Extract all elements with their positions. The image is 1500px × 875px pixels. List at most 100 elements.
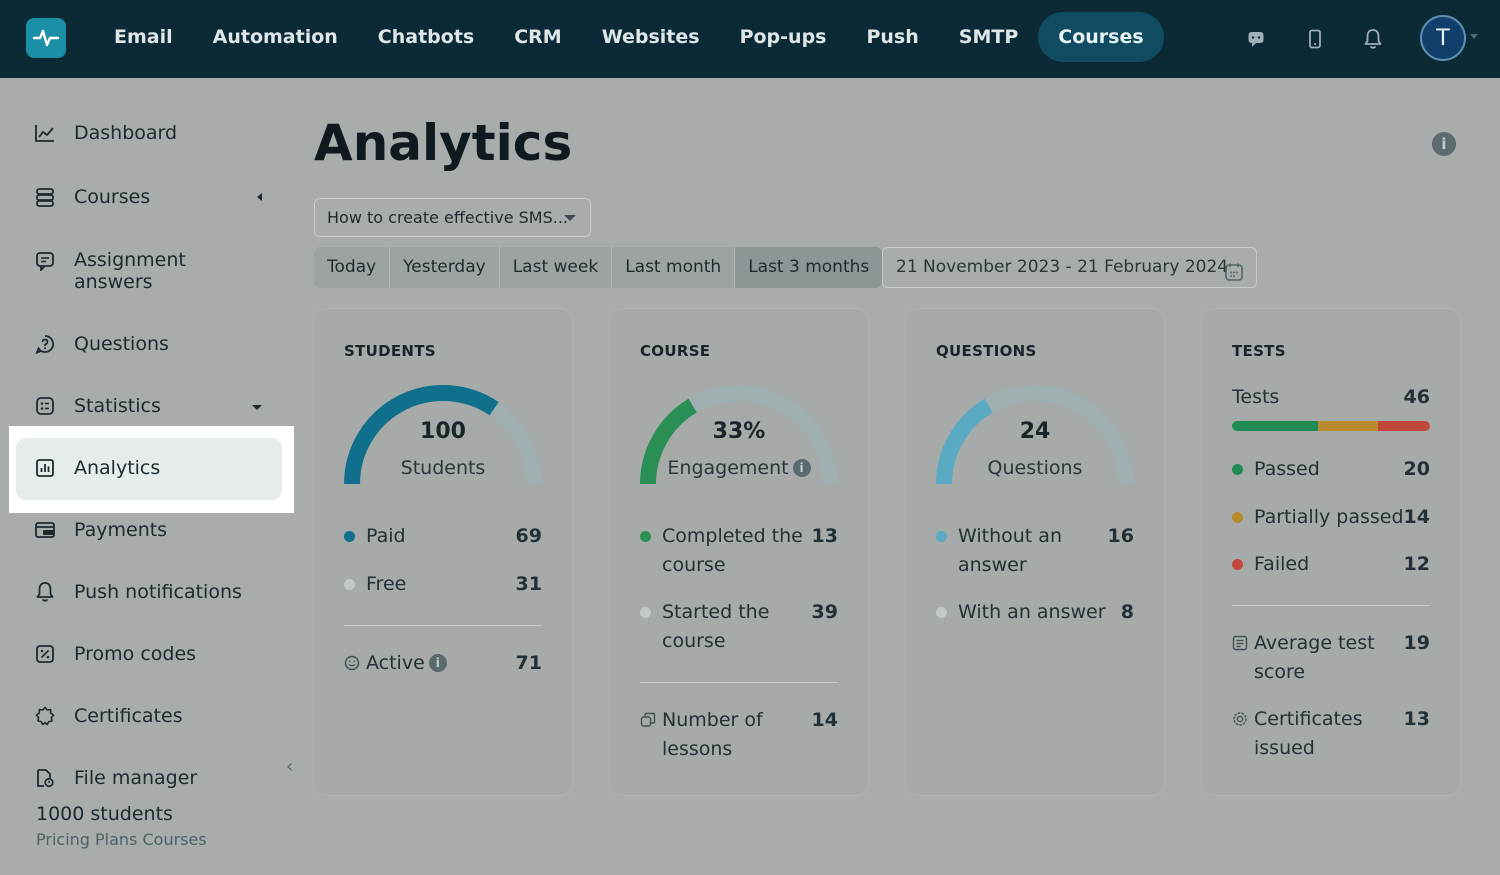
engagement-gauge bbox=[640, 385, 838, 485]
bell-icon[interactable] bbox=[1358, 24, 1388, 54]
pricing-plan-link[interactable]: Pricing Plans Courses bbox=[36, 830, 207, 849]
passed-segment bbox=[1232, 421, 1319, 431]
legend-dot bbox=[344, 531, 355, 542]
gauge-label: Questions bbox=[987, 457, 1083, 479]
sidebar-item-payments[interactable]: Payments bbox=[34, 519, 167, 541]
dropdown-arrow-icon bbox=[564, 215, 576, 221]
legend-dot bbox=[344, 579, 355, 590]
info-icon[interactable]: i bbox=[792, 459, 811, 477]
certificate-icon bbox=[1233, 712, 1247, 726]
legend-dot bbox=[1232, 512, 1243, 523]
card-title: STUDENTS bbox=[344, 342, 436, 360]
divider bbox=[1232, 605, 1430, 606]
period-selector: Today Yesterday Last week Last month Las… bbox=[314, 247, 883, 288]
wallet-icon bbox=[34, 519, 56, 541]
chat-icon[interactable] bbox=[1241, 24, 1271, 54]
nav-smtp[interactable]: SMTP bbox=[958, 26, 1019, 48]
failed-segment bbox=[1378, 421, 1430, 431]
divider bbox=[640, 682, 838, 683]
nav-chatbots[interactable]: Chatbots bbox=[377, 26, 475, 48]
sidebar-item-certificates[interactable]: Certificates bbox=[34, 705, 183, 727]
nav-crm[interactable]: CRM bbox=[514, 26, 562, 48]
gauge-value: 33% bbox=[712, 419, 766, 444]
assignment-icon bbox=[34, 250, 56, 272]
period-last-3-months[interactable]: Last 3 months bbox=[735, 247, 883, 288]
sidebar-item-dashboard[interactable]: Dashboard bbox=[34, 122, 177, 144]
period-yesterday[interactable]: Yesterday bbox=[390, 247, 500, 288]
sidebar-item-statistics[interactable]: Statistics bbox=[34, 395, 161, 417]
gauge-fill-arc bbox=[344, 385, 499, 485]
nav-email[interactable]: Email bbox=[114, 26, 173, 48]
lessons-icon bbox=[640, 712, 656, 727]
card-title: QUESTIONS bbox=[936, 342, 1037, 360]
gauge-fill-arc bbox=[640, 398, 697, 485]
certificate-icon bbox=[34, 705, 56, 727]
tests-progress-bar bbox=[1232, 421, 1430, 431]
phone-icon[interactable] bbox=[1300, 24, 1330, 54]
legend-dot bbox=[936, 607, 947, 618]
nav-courses[interactable]: Courses bbox=[1038, 12, 1164, 62]
nav-websites[interactable]: Websites bbox=[601, 26, 700, 48]
card-title: COURSE bbox=[640, 342, 711, 360]
sidebar-item-courses[interactable]: Courses bbox=[34, 186, 150, 208]
sidebar-item-assignment-answers[interactable]: Assignment answers bbox=[34, 249, 214, 293]
sidebar-item-push-notifications[interactable]: Push notifications bbox=[34, 581, 242, 603]
smile-icon bbox=[344, 655, 360, 671]
page-title: Analytics bbox=[314, 114, 573, 172]
nav-popups[interactable]: Pop-ups bbox=[739, 26, 827, 48]
legend-dot bbox=[936, 531, 947, 542]
period-last-month[interactable]: Last month bbox=[612, 247, 736, 288]
date-range-value: 21 November 2023 - 21 February 2024 bbox=[896, 257, 1229, 277]
chart-line-icon bbox=[34, 122, 56, 144]
chevron-down-icon[interactable] bbox=[1470, 34, 1478, 39]
gauge-label: Students bbox=[400, 457, 486, 479]
students-card: STUDENTS 100 Students Paid 69 Free 31 Ac… bbox=[314, 309, 572, 795]
statistics-icon bbox=[34, 395, 56, 417]
period-last-week[interactable]: Last week bbox=[500, 247, 613, 288]
card-title: TESTS bbox=[1232, 342, 1286, 360]
sidebar-item-promo-codes[interactable]: Promo codes bbox=[34, 643, 196, 665]
gauge-label: Engagement i bbox=[640, 457, 838, 479]
bell-icon bbox=[34, 581, 56, 603]
gauge-fill-arc bbox=[936, 398, 993, 485]
questions-gauge bbox=[936, 385, 1134, 485]
course-select[interactable]: How to create effective SMS... bbox=[314, 198, 591, 237]
legend-dot bbox=[640, 607, 651, 618]
period-today[interactable]: Today bbox=[314, 247, 391, 288]
question-icon bbox=[34, 333, 56, 355]
gauge-value: 24 bbox=[1019, 419, 1051, 444]
sidebar-item-file-manager[interactable]: File manager bbox=[34, 767, 197, 789]
questions-card: QUESTIONS 24 Questions Without an answer… bbox=[906, 309, 1164, 795]
analytics-icon bbox=[34, 457, 56, 479]
partial-segment bbox=[1318, 421, 1379, 431]
collapse-sidebar-icon[interactable]: ‹ bbox=[286, 756, 294, 777]
tests-card: TESTS Tests 46 Passed 20 Partially passe… bbox=[1202, 309, 1460, 795]
active-item-background bbox=[16, 438, 282, 500]
course-select-value: How to create effective SMS... bbox=[327, 208, 569, 227]
students-gauge bbox=[344, 385, 542, 485]
sidebar-item-analytics[interactable]: Analytics bbox=[34, 457, 160, 479]
legend-dot bbox=[1232, 464, 1243, 475]
legend-dot bbox=[640, 531, 651, 542]
app-logo-icon[interactable] bbox=[26, 18, 66, 58]
date-range-picker[interactable]: 21 November 2023 - 21 February 2024 bbox=[882, 247, 1257, 288]
divider bbox=[344, 625, 542, 626]
sidebar-item-questions[interactable]: Questions bbox=[34, 333, 169, 355]
info-icon[interactable]: i bbox=[428, 654, 447, 672]
layers-icon bbox=[34, 186, 56, 208]
plan-student-count: 1000 students bbox=[36, 803, 173, 825]
nav-automation[interactable]: Automation bbox=[212, 26, 338, 48]
chevron-down-icon[interactable] bbox=[252, 405, 262, 410]
nav-push[interactable]: Push bbox=[866, 26, 919, 48]
course-card: COURSE 33% Engagement i Completed the cou… bbox=[610, 309, 868, 795]
info-icon[interactable]: i bbox=[1432, 132, 1456, 156]
gauge-value: 100 bbox=[420, 419, 466, 444]
calendar-icon[interactable] bbox=[1224, 258, 1244, 297]
user-avatar[interactable]: T bbox=[1420, 15, 1466, 61]
score-icon bbox=[1232, 635, 1248, 651]
active-label: Active bbox=[366, 652, 425, 674]
top-navigation: Email Automation Chatbots CRM Websites P… bbox=[0, 0, 1500, 78]
file-icon bbox=[34, 767, 56, 789]
chevron-left-icon[interactable] bbox=[257, 193, 262, 201]
promo-icon bbox=[34, 643, 56, 665]
